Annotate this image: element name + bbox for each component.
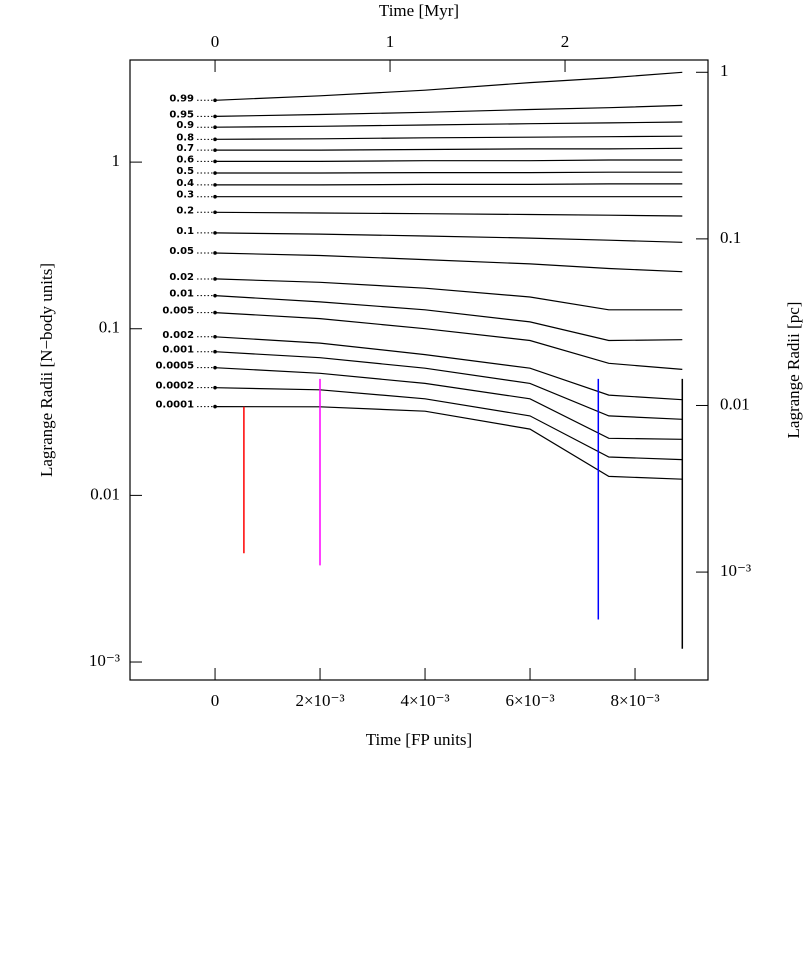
y-axis-label: Lagrange Radii [N−body units]	[37, 263, 56, 477]
lagrange-line	[214, 406, 683, 480]
fraction-label: 0.3	[176, 190, 194, 201]
y-tick-label: 1	[112, 151, 121, 170]
start-dot	[213, 365, 217, 370]
fraction-label: 0.4	[176, 178, 194, 189]
fraction-label: 0.8	[176, 132, 194, 143]
lagrange-line	[214, 232, 683, 243]
fraction-label: 0.99	[169, 93, 194, 104]
x2-tick-label: 1	[386, 32, 395, 51]
fraction-label: 0.5	[176, 166, 194, 177]
y-tick-label: 10⁻³	[89, 651, 120, 670]
y2-tick-label: 10⁻³	[720, 561, 751, 580]
lagrange-line	[214, 336, 683, 401]
start-dot	[213, 137, 217, 142]
lagrange-line	[214, 387, 683, 461]
start-dot	[213, 277, 217, 281]
start-dot	[213, 385, 217, 390]
lagrange-line	[215, 159, 683, 162]
fraction-label: 0.1	[176, 226, 194, 237]
y2-tick-label: 0.01	[720, 394, 750, 413]
lagrange-line	[214, 278, 683, 311]
fraction-label: 0.6	[176, 154, 194, 165]
start-dot	[213, 171, 217, 175]
lagrange-line	[214, 295, 683, 342]
fraction-label: 0.0002	[155, 381, 194, 392]
y-tick-label: 0.01	[90, 484, 120, 503]
start-dot	[213, 349, 217, 354]
start-dot	[213, 183, 217, 187]
fraction-label: 0.0001	[155, 400, 194, 411]
y-tick-label: 0.1	[99, 318, 120, 337]
fraction-label: 0.001	[162, 345, 194, 356]
fraction-label: 0.9	[176, 120, 194, 131]
start-dot	[213, 194, 217, 199]
start-dot	[213, 98, 217, 103]
x-tick-label: 2×10⁻³	[295, 691, 344, 710]
fraction-label: 0.01	[169, 289, 194, 300]
lagrange-line	[214, 252, 683, 273]
fraction-label: 0.005	[162, 306, 194, 317]
lagrange-line	[214, 135, 683, 140]
start-dot	[213, 125, 217, 129]
start-dot	[213, 310, 217, 315]
x-tick-label: 6×10⁻³	[505, 691, 554, 710]
x-tick-label: 8×10⁻³	[610, 691, 659, 710]
x2-tick-label: 0	[211, 32, 220, 51]
start-dot	[213, 159, 217, 164]
lagrange-line	[214, 312, 683, 370]
lagrange-line	[214, 211, 683, 217]
fraction-label: 0.02	[169, 272, 194, 283]
fraction-label: 0.002	[162, 330, 194, 341]
fraction-label: 0.2	[176, 205, 194, 216]
fraction-label: 0.95	[169, 109, 194, 120]
y2-axis-label: Lagrange Radii [pc]	[784, 302, 803, 439]
lagrange-line	[215, 147, 683, 151]
start-dot	[213, 210, 217, 215]
plot-frame	[129, 59, 709, 681]
lagrange-line	[214, 351, 683, 420]
lagrange-line	[214, 121, 683, 128]
x-tick-label: 0	[211, 691, 220, 710]
start-dot	[213, 404, 217, 409]
x2-tick-label: 2	[561, 32, 570, 51]
x2-axis-label: Time [Myr]	[379, 1, 459, 20]
lagrange-line	[214, 71, 683, 101]
x-tick-label: 4×10⁻³	[400, 691, 449, 710]
y2-tick-label: 1	[720, 61, 729, 80]
start-dot	[213, 293, 217, 298]
start-dot	[213, 334, 217, 339]
start-dot	[213, 148, 217, 152]
fraction-label: 0.7	[176, 143, 194, 154]
start-dot	[213, 251, 217, 255]
lagrange-line	[215, 183, 683, 186]
start-dot	[213, 231, 217, 235]
x-axis-label: Time [FP units]	[366, 730, 472, 749]
lagrange-line	[215, 171, 683, 174]
fraction-label: 0.0005	[155, 361, 194, 372]
y2-tick-label: 0.1	[720, 228, 741, 247]
fraction-label: 0.05	[169, 246, 194, 257]
lagrange-line	[214, 367, 683, 440]
lagrange-line	[214, 104, 683, 117]
start-dot	[213, 114, 217, 119]
